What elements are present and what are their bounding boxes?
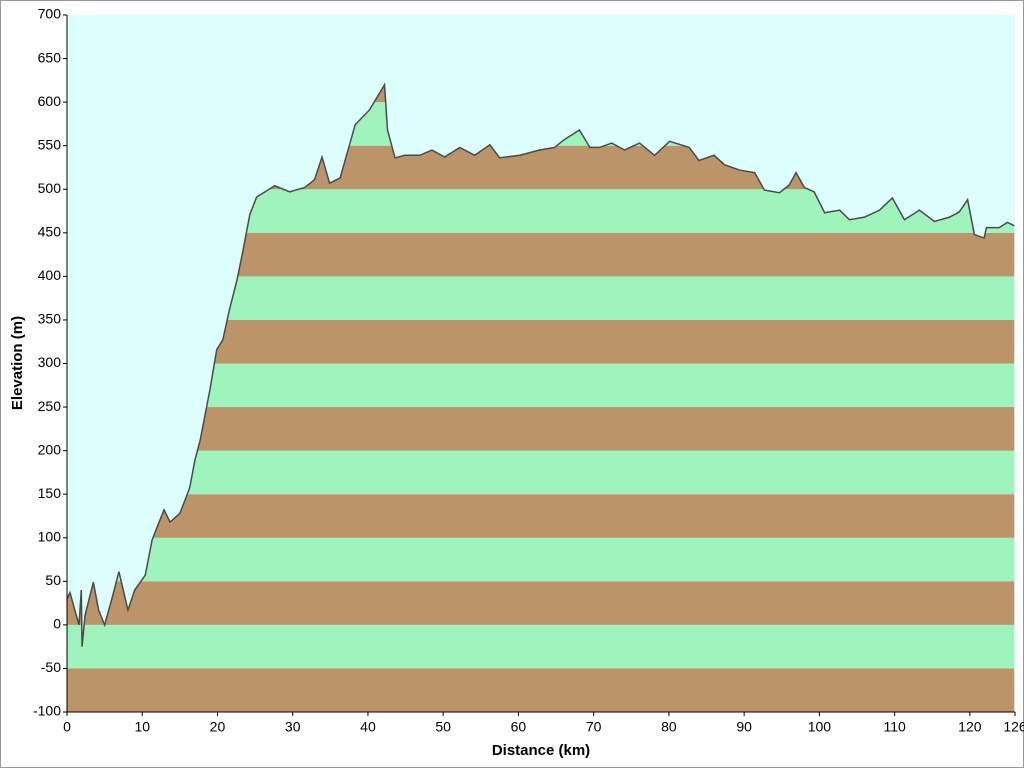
elevation-band xyxy=(67,407,1015,451)
y-tick-label: -100 xyxy=(33,703,61,719)
y-tick-label: 350 xyxy=(38,311,62,327)
y-tick-label: 550 xyxy=(38,136,62,152)
elevation-band xyxy=(67,363,1015,408)
x-axis-title: Distance (km) xyxy=(492,742,590,759)
y-tick-label: 650 xyxy=(38,49,62,65)
x-tick-label: 126 xyxy=(1003,719,1024,735)
y-tick-label: 300 xyxy=(38,354,62,370)
x-tick-label: 80 xyxy=(661,719,677,735)
y-axis-title: Elevation (m) xyxy=(9,316,26,410)
x-tick-label: 70 xyxy=(586,719,602,735)
x-tick-label: 120 xyxy=(958,719,982,735)
y-tick-label: 450 xyxy=(38,224,62,240)
x-tick-label: 40 xyxy=(360,719,376,735)
y-tick-label: 600 xyxy=(38,93,62,109)
x-tick-label: 10 xyxy=(134,719,150,735)
x-tick-label: 60 xyxy=(511,719,527,735)
y-tick-label: 250 xyxy=(38,398,62,414)
elevation-line xyxy=(66,82,1015,647)
y-tick-label: 150 xyxy=(38,485,62,501)
elevation-band xyxy=(67,450,1015,495)
y-tick-label: 100 xyxy=(38,528,62,544)
x-tick-label: 30 xyxy=(285,719,301,735)
x-tick-label: 0 xyxy=(63,719,71,735)
elevation-band xyxy=(67,537,1015,582)
y-tick-label: 400 xyxy=(38,267,62,283)
x-tick-label: 100 xyxy=(808,719,832,735)
elevation-band xyxy=(67,494,1015,538)
elevation-band xyxy=(67,668,1015,712)
y-tick-label: 0 xyxy=(53,616,61,632)
y-tick-label: -50 xyxy=(41,659,61,675)
y-tick-label: 500 xyxy=(38,180,62,196)
y-tick-label: 50 xyxy=(45,572,61,588)
x-tick-label: 50 xyxy=(435,719,451,735)
y-tick-label: 200 xyxy=(38,441,62,457)
y-tick-label: 700 xyxy=(38,6,62,22)
x-tick-label: 90 xyxy=(736,719,752,735)
x-tick-label: 110 xyxy=(883,719,906,735)
elevation-band xyxy=(67,581,1015,625)
elevation-band xyxy=(67,624,1015,669)
x-tick-label: 20 xyxy=(210,719,226,735)
